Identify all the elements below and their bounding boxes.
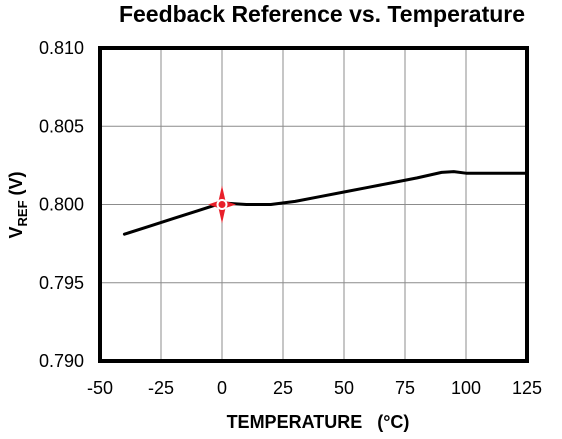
y-axis-label-sub: REF (15, 200, 30, 226)
x-tick-label: 75 (395, 378, 415, 398)
highlight-marker-ring (216, 199, 228, 210)
y-axis-label: VREF (V) (6, 171, 30, 238)
y-axis-ticks: 0.790 0.795 0.800 0.805 0.810 (39, 38, 84, 371)
x-tick-label: -50 (87, 378, 113, 398)
marker-layer (208, 185, 236, 224)
y-axis-label-main: V (6, 226, 26, 238)
x-tick-label: 100 (451, 378, 481, 398)
y-tick-label: 0.790 (39, 351, 84, 371)
grid (100, 48, 527, 361)
y-tick-label: 0.810 (39, 38, 84, 58)
y-axis-label-unit: (V) (6, 171, 26, 200)
y-tick-label: 0.795 (39, 273, 84, 293)
x-tick-label: 50 (334, 378, 354, 398)
y-tick-label: 0.800 (39, 195, 84, 215)
x-tick-label: 125 (512, 378, 542, 398)
x-tick-label: 25 (273, 378, 293, 398)
x-axis-ticks: -50 -25 0 25 50 75 100 125 (87, 378, 542, 398)
highlight-marker (208, 185, 236, 224)
chart-title: Feedback Reference vs. Temperature (119, 1, 525, 27)
series-layer (122, 170, 529, 236)
series-line (122, 170, 529, 236)
x-tick-label: -25 (148, 378, 174, 398)
y-tick-label: 0.805 (39, 116, 84, 136)
x-tick-label: 0 (217, 378, 227, 398)
x-axis-label: TEMPERATURE (°C) (227, 412, 410, 432)
plot-frame (98, 46, 529, 363)
